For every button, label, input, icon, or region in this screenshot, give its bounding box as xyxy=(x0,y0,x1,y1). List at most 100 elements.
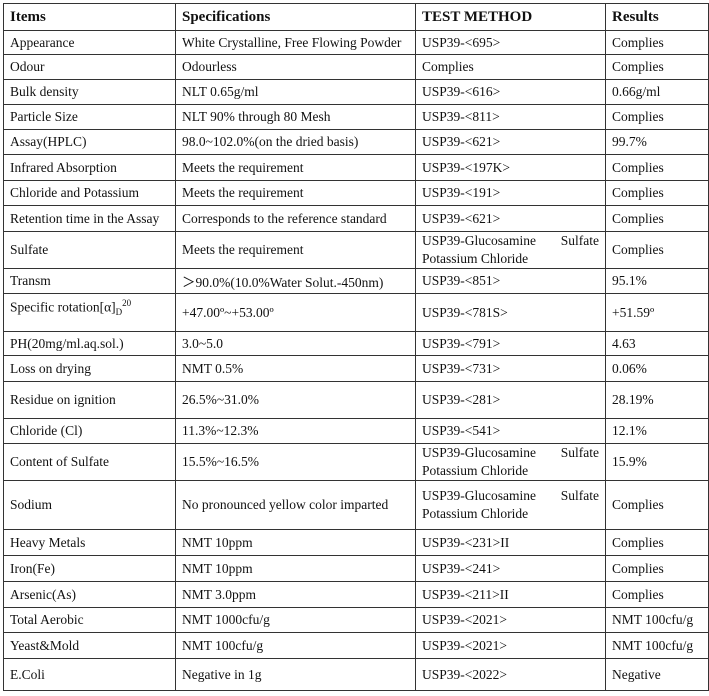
table-row: E.Coli Negative in 1g USP39-<2022> Negative xyxy=(3,658,709,691)
item-cell: PH(20mg/ml.aq.sol.) xyxy=(3,331,176,356)
result-cell: Complies xyxy=(605,154,709,181)
item-cell: Bulk density xyxy=(3,79,176,105)
result-cell: Complies xyxy=(605,581,709,608)
item-cell: Chloride and Potassium xyxy=(3,180,176,206)
specification-cell: Corresponds to the reference standard xyxy=(175,205,416,232)
result-cell: Complies xyxy=(605,54,709,80)
test-method-cell: USP39-<731> xyxy=(415,355,606,382)
header-specifications: Specifications xyxy=(175,3,416,31)
table-row: Particle Size NLT 90% through 80 Mesh USP3… xyxy=(3,104,709,130)
test-method-cell: USP39-<781S> xyxy=(415,293,606,332)
table-row: Loss on drying NMT 0.5% USP39-<731> 0.06% xyxy=(3,355,709,382)
item-cell: Sulfate xyxy=(3,231,176,269)
table-row: Chloride (Cl) 11.3%~12.3% USP39-<541> 12.1% xyxy=(3,418,709,444)
header-row: Items Specifications TEST METHOD Results xyxy=(3,3,709,31)
test-method-cell: USP39-<541> xyxy=(415,418,606,444)
item-cell: Yeast&Mold xyxy=(3,632,176,659)
test-method-cell: USP39-<791> xyxy=(415,331,606,356)
item-cell: Total Aerobic xyxy=(3,607,176,633)
specification-cell: NLT 90% through 80 Mesh xyxy=(175,104,416,130)
test-method-cell: USP39-<811> xyxy=(415,104,606,130)
test-method-cell: USP39-<197K> xyxy=(415,154,606,181)
test-method-line1: USP39-Glucosamine Sulfate xyxy=(422,233,599,248)
test-method-cell: USP39-<695> xyxy=(415,30,606,55)
table-row: Iron(Fe) NMT 10ppm USP39-<241> Complies xyxy=(3,555,709,582)
test-method-cell: USP39-Glucosamine Sulfate Potassium Chlor… xyxy=(415,231,606,269)
result-cell: 28.19% xyxy=(605,381,709,419)
table-row: Sulfate Meets the requirement USP39-Glucos… xyxy=(3,231,709,269)
result-cell: 99.7% xyxy=(605,129,709,155)
specification-cell: NMT 100cfu/g xyxy=(175,632,416,659)
specification-cell: Meets the requirement xyxy=(175,154,416,181)
item-cell: Retention time in the Assay xyxy=(3,205,176,232)
table-row: Content of Sulfate 15.5%~16.5% USP39-Gluco… xyxy=(3,443,709,481)
specification-cell: NMT 0.5% xyxy=(175,355,416,382)
item-cell: Specific rotation[α]D20 xyxy=(3,293,176,332)
item-cell: Heavy Metals xyxy=(3,529,176,556)
specification-cell: Meets the requirement xyxy=(175,180,416,206)
specification-cell: Odourless xyxy=(175,54,416,80)
specification-cell: NMT 10ppm xyxy=(175,529,416,556)
test-method-line1: USP39-Glucosamine Sulfate xyxy=(422,488,599,503)
header-items: Items xyxy=(3,3,176,31)
test-method-cell: USP39-<2021> xyxy=(415,632,606,659)
table-row: Heavy Metals NMT 10ppm USP39-<231>II Compli… xyxy=(3,529,709,556)
specification-cell: 26.5%~31.0% xyxy=(175,381,416,419)
specification-cell: NMT 1000cfu/g xyxy=(175,607,416,633)
result-cell: Complies xyxy=(605,205,709,232)
item-cell: Assay(HPLC) xyxy=(3,129,176,155)
table-row: Residue on ignition 26.5%~31.0% USP39-<281… xyxy=(3,381,709,419)
specification-cell: 3.0~5.0 xyxy=(175,331,416,356)
result-cell: Complies xyxy=(605,529,709,556)
specification-cell: ＞90.0%(10.0%Water Solut.-450nm) xyxy=(175,268,416,294)
result-cell: Complies xyxy=(605,180,709,206)
item-cell: Sodium xyxy=(3,480,176,530)
result-cell: NMT 100cfu/g xyxy=(605,632,709,659)
specification-cell: Negative in 1g xyxy=(175,658,416,691)
item-subscript: D xyxy=(115,307,123,318)
item-cell: Loss on drying xyxy=(3,355,176,382)
test-method-cell: Complies xyxy=(415,54,606,80)
result-cell: Complies xyxy=(605,30,709,55)
result-cell: Negative xyxy=(605,658,709,691)
table-row: Yeast&Mold NMT 100cfu/g USP39-<2021> NMT 10… xyxy=(3,632,709,659)
test-method-line1: USP39-Glucosamine Sulfate xyxy=(422,445,599,460)
specification-cell: 15.5%~16.5% xyxy=(175,443,416,481)
test-method-cell: USP39-<241> xyxy=(415,555,606,582)
header-results: Results xyxy=(605,3,709,31)
table-row: Transm ＞90.0%(10.0%Water Solut.-450nm) USP… xyxy=(3,268,709,294)
test-method-line2: Potassium Chloride xyxy=(422,463,529,478)
table-row: Sodium No pronounced yellow color imparte… xyxy=(3,480,709,530)
test-method-cell: USP39-<281> xyxy=(415,381,606,419)
result-cell: 15.9% xyxy=(605,443,709,481)
result-cell: Complies xyxy=(605,480,709,530)
specification-cell: NMT 10ppm xyxy=(175,555,416,582)
table-row: Assay(HPLC) 98.0~102.0%(on the dried basi… xyxy=(3,129,709,155)
item-cell: Infrared Absorption xyxy=(3,154,176,181)
specification-cell: NLT 0.65g/ml xyxy=(175,79,416,105)
item-cell: Chloride (Cl) xyxy=(3,418,176,444)
item-cell: Appearance xyxy=(3,30,176,55)
item-cell: Odour xyxy=(3,54,176,80)
result-cell: 0.06% xyxy=(605,355,709,382)
table-row: Retention time in the Assay Corresponds t… xyxy=(3,205,709,232)
test-method-line2: Potassium Chloride xyxy=(422,251,529,266)
item-cell: Transm xyxy=(3,268,176,294)
test-method-cell: USP39-<191> xyxy=(415,180,606,206)
table-row: Bulk density NLT 0.65g/ml USP39-<616> 0.66g… xyxy=(3,79,709,105)
header-test-method: TEST METHOD xyxy=(415,3,606,31)
test-method-cell: USP39-<616> xyxy=(415,79,606,105)
item-text: Specific rotation[α] xyxy=(10,299,116,315)
test-method-cell: USP39-<621> xyxy=(415,129,606,155)
test-method-cell: USP39-Glucosamine Sulfate Potassium Chlor… xyxy=(415,480,606,530)
result-cell: 95.1% xyxy=(605,268,709,294)
result-cell: Complies xyxy=(605,555,709,582)
specification-cell: Meets the requirement xyxy=(175,231,416,269)
specification-cell: No pronounced yellow color imparted xyxy=(175,480,416,530)
item-cell: E.Coli xyxy=(3,658,176,691)
specification-cell: NMT 3.0ppm xyxy=(175,581,416,608)
specification-table: Items Specifications TEST METHOD Results… xyxy=(3,3,709,691)
test-method-cell: USP39-<211>II xyxy=(415,581,606,608)
result-cell: 0.66g/ml xyxy=(605,79,709,105)
result-cell: NMT 100cfu/g xyxy=(605,607,709,633)
